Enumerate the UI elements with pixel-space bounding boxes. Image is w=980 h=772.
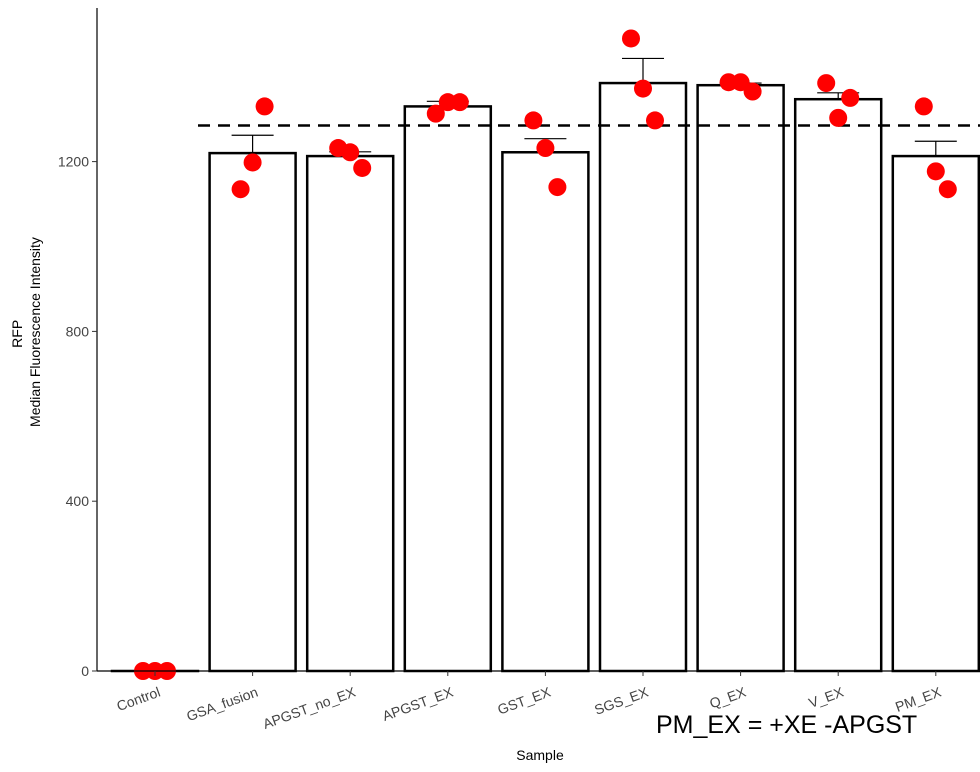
bar-APGST_EX	[403, 105, 493, 673]
data-point-V_EX-2	[829, 108, 848, 127]
axes-layer	[96, 8, 980, 672]
x-tick-label-SGS_EX: SGS_EX	[592, 683, 651, 717]
data-point-APGST_EX-3	[450, 93, 469, 112]
y-axis-title-line-1: RFP	[9, 320, 25, 348]
data-point-GSA_fusion-2	[243, 153, 262, 172]
bar-APGST_no_EX	[305, 154, 395, 673]
data-point-PM_EX-2	[926, 162, 945, 181]
data-point-APGST_no_EX-2	[341, 143, 360, 162]
annotation-note: PM_EX = +XE -APGST	[656, 711, 918, 739]
x-tick-label-GSA_fusion: GSA_fusion	[184, 684, 260, 725]
x-tick-label-APGST_no_EX: APGST_no_EX	[261, 683, 359, 732]
bar-GSA_fusion	[208, 151, 297, 673]
x-tick-label-GST_EX: GST_EX	[495, 683, 553, 717]
data-point-SGS_EX-3	[646, 111, 664, 130]
data-point-SGS_EX-2	[634, 79, 652, 98]
x-axis-title: Sample	[516, 747, 564, 763]
bar-GST_EX	[501, 151, 590, 673]
bar-PM_EX	[891, 154, 980, 673]
y-tick-label-400: 400	[66, 493, 90, 509]
data-point-APGST_no_EX-3	[353, 158, 372, 177]
data-point-V_EX-3	[841, 88, 860, 107]
x-tick-label-APGST_EX: APGST_EX	[380, 683, 456, 724]
data-point-APGST_EX-1	[426, 104, 445, 123]
data-point-SGS_EX-1	[622, 29, 640, 48]
bars-layer	[110, 81, 980, 673]
data-point-PM_EX-3	[938, 180, 957, 199]
y-axis-title-line-2: Median Fluorescence Intensity	[27, 237, 43, 427]
x-tick-label-Control: Control	[114, 684, 162, 714]
bar-V_EX	[793, 97, 883, 673]
x-tick-label-V_EX: V_EX	[806, 683, 846, 711]
data-point-GST_EX-2	[536, 139, 555, 158]
data-point-PM_EX-1	[914, 97, 933, 116]
data-point-GSA_fusion-1	[231, 180, 250, 199]
bar-SGS_EX	[598, 81, 688, 673]
data-point-V_EX-1	[817, 74, 836, 93]
data-point-Q_EX-3	[743, 82, 762, 101]
y-ticks-layer: 0 400 800 1200	[58, 154, 97, 679]
y-tick-label-1200: 1200	[58, 154, 89, 170]
y-tick-label-800: 800	[66, 323, 90, 339]
y-tick-label-0: 0	[81, 663, 89, 679]
y-axis-title: RFP Median Fluorescence Intensity	[9, 237, 43, 427]
x-tick-label-Q_EX: Q_EX	[707, 683, 748, 711]
bar-Q_EX	[696, 83, 785, 673]
data-points-layer	[134, 29, 957, 680]
data-point-GST_EX-3	[548, 178, 567, 197]
data-point-GSA_fusion-3	[255, 97, 274, 116]
data-point-GST_EX-1	[524, 111, 543, 130]
